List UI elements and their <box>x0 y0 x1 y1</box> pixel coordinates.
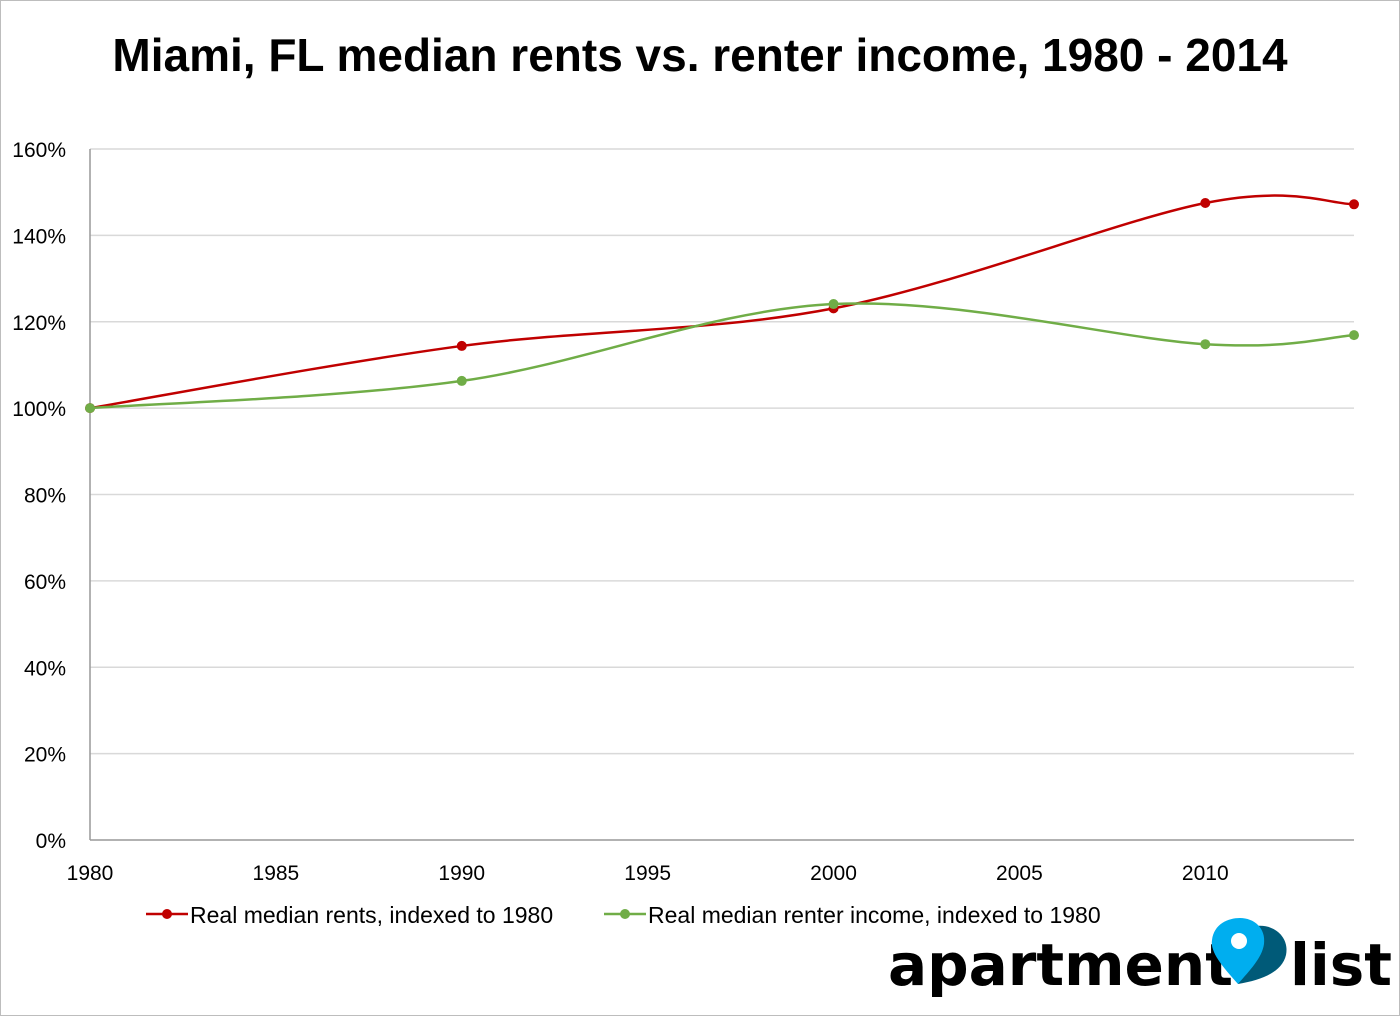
x-tick-label: 2010 <box>1182 862 1229 885</box>
y-tick-label: 60% <box>24 571 66 594</box>
x-tick-label: 1980 <box>67 862 114 885</box>
chart-title: Miami, FL median rents vs. renter income… <box>112 29 1288 81</box>
data-point <box>456 375 467 386</box>
logo-pin-icon <box>1211 918 1265 984</box>
y-tick-label: 80% <box>24 485 66 508</box>
data-point <box>456 340 467 351</box>
y-tick-label: 100% <box>12 398 66 421</box>
x-tick-label: 1995 <box>624 862 671 885</box>
data-point <box>1349 199 1359 210</box>
logo-text-list: list <box>1290 931 1392 999</box>
legend-label: Real median renter income, indexed to 19… <box>648 902 1101 928</box>
legend-label: Real median rents, indexed to 1980 <box>190 902 553 928</box>
x-tick-label: 1990 <box>438 862 485 885</box>
data-point <box>1200 339 1211 350</box>
y-tick-label: 20% <box>24 744 66 767</box>
data-point <box>1349 330 1359 341</box>
y-tick-label: 160% <box>12 139 66 162</box>
y-tick-label: 120% <box>12 312 66 335</box>
series-line-1 <box>89 302 1355 410</box>
y-tick-label: 40% <box>24 657 66 680</box>
y-tick-label: 0% <box>36 830 66 853</box>
data-point <box>1200 197 1211 208</box>
x-tick-label: 2005 <box>996 862 1043 885</box>
logo-pin-hole <box>1231 933 1247 949</box>
legend-swatch-marker <box>162 909 172 919</box>
y-tick-label: 140% <box>12 225 66 248</box>
series-line-0 <box>89 194 1355 410</box>
data-point <box>85 403 95 414</box>
legend-swatch-marker <box>620 909 630 919</box>
logo-text-apartment: apartment <box>888 931 1233 999</box>
data-point <box>828 299 839 310</box>
x-tick-label: 1985 <box>253 862 300 885</box>
apartment-list-logo: apartment list <box>888 918 1392 999</box>
x-tick-label: 2000 <box>810 862 857 885</box>
